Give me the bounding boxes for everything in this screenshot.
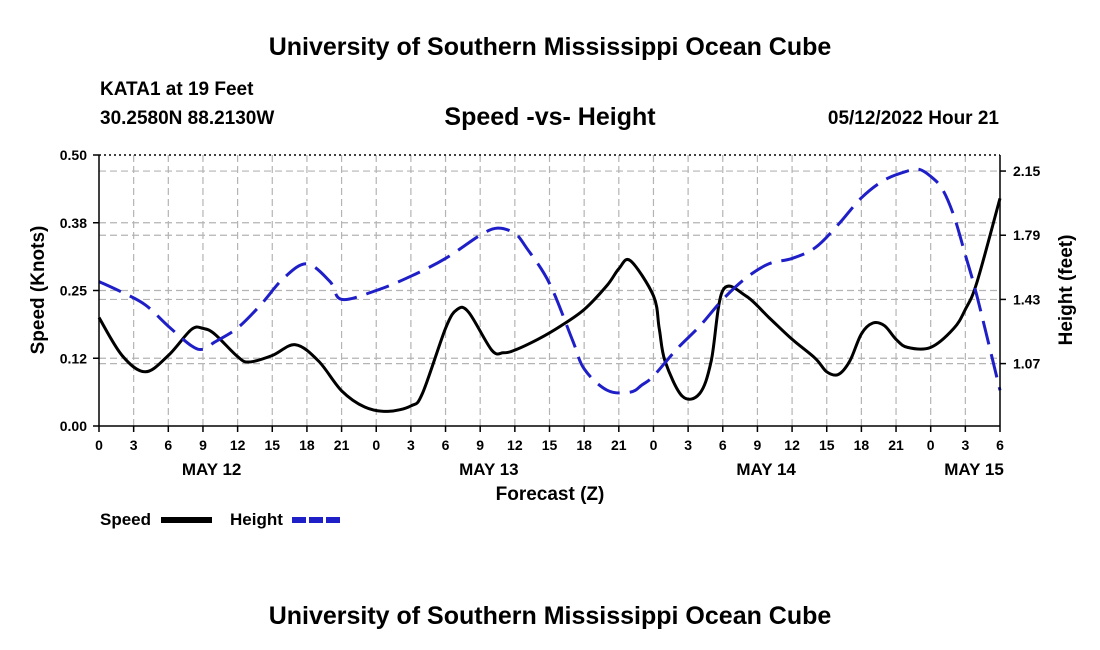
x-tick-label: 9	[199, 437, 207, 453]
day-label: MAY 13	[459, 460, 519, 479]
x-tick-label: 3	[961, 437, 969, 453]
x-tick-label: 0	[95, 437, 103, 453]
footer-title: University of Southern Mississippi Ocean…	[269, 602, 832, 630]
x-tick-label: 6	[442, 437, 450, 453]
day-label: MAY 15	[944, 460, 1004, 479]
x-tick-label: 6	[996, 437, 1004, 453]
day-label: MAY 14	[736, 460, 796, 479]
x-tick-label: 0	[650, 437, 658, 453]
x-tick-label: 21	[334, 437, 350, 453]
series-line-height	[98, 167, 1002, 395]
x-tick-label: 18	[299, 437, 315, 453]
y-tick-label: 0.38	[60, 215, 87, 231]
x-tick-label: 21	[611, 437, 627, 453]
x-tick-label: 3	[130, 437, 138, 453]
x-tick-label: 0	[372, 437, 380, 453]
series-layer	[97, 167, 1002, 413]
forecast-date: 05/12/2022 Hour 21	[828, 108, 1000, 129]
x-tick-label: 9	[476, 437, 484, 453]
y-tick-label: 0.12	[60, 350, 87, 366]
x-tick-label: 6	[719, 437, 727, 453]
legend-label-speed: Speed	[100, 510, 151, 529]
x-tick-label: 12	[230, 437, 246, 453]
station-name: KATA1 at 19 Feet	[100, 79, 254, 100]
series-line-speed	[97, 197, 1002, 413]
y2-tick-label: 2.15	[1013, 163, 1040, 179]
x-tick-label: 6	[164, 437, 172, 453]
y-tick-label: 0.00	[60, 418, 87, 434]
y2-axis-title: Height (feet)	[1056, 235, 1077, 346]
x-tick-label: 12	[507, 437, 523, 453]
y2-tick-label: 1.07	[1013, 356, 1040, 372]
x-tick-label: 3	[684, 437, 692, 453]
x-axis-title: Forecast (Z)	[496, 484, 605, 505]
y2-tick-label: 1.43	[1013, 291, 1040, 307]
legend: Speed Height	[100, 510, 342, 529]
day-label: MAY 12	[182, 460, 242, 479]
x-tick-label: 3	[407, 437, 415, 453]
legend-label-height: Height	[230, 510, 283, 529]
x-tick-label: 18	[576, 437, 592, 453]
x-tick-label: 12	[784, 437, 800, 453]
y-axis-left: 0.00 0.12 0.25 0.38 0.50	[60, 147, 99, 434]
x-tick-label: 0	[927, 437, 935, 453]
y-tick-label: 0.50	[60, 147, 87, 163]
x-tick-label: 18	[854, 437, 870, 453]
y-tick-label: 0.25	[60, 283, 87, 299]
x-tick-label: 15	[819, 437, 835, 453]
x-tick-label: 15	[542, 437, 558, 453]
y2-tick-label: 1.79	[1013, 227, 1040, 243]
page-title: University of Southern Mississippi Ocean…	[269, 33, 832, 61]
x-axis: 0 3 6 9 12 15 18 21 0 3 6 9 12 15 18 21 0 3 6 9 12 15 18 21 0 3 6	[95, 426, 1004, 453]
day-labels: MAY 12 MAY 13 MAY 14 MAY 15	[182, 460, 1004, 479]
y-axis-right: 1.07 1.43 1.79 2.15	[1000, 163, 1040, 372]
chart-title: Speed -vs- Height	[444, 103, 656, 131]
station-coordinates: 30.2580N 88.2130W	[100, 108, 274, 129]
x-tick-label: 21	[888, 437, 904, 453]
x-tick-label: 15	[264, 437, 280, 453]
x-tick-label: 9	[754, 437, 762, 453]
y-axis-title: Speed (Knots)	[28, 226, 49, 355]
